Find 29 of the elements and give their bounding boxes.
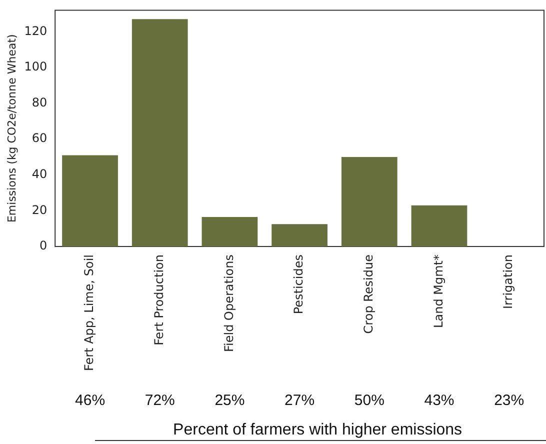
x-tick-label: Pesticides xyxy=(292,254,306,314)
bar xyxy=(411,205,468,246)
x-tick-label: Field Operations xyxy=(222,254,236,352)
y-tick-label: 20 xyxy=(32,202,48,217)
y-tick-label: 120 xyxy=(24,24,48,38)
bar xyxy=(202,216,258,246)
text: 23% xyxy=(494,392,524,410)
x-axis-title: Percent of farmers with higher emissions xyxy=(173,421,462,438)
bar xyxy=(132,19,188,246)
x-tick-label: Irrigation xyxy=(501,254,516,309)
bar xyxy=(62,155,118,246)
y-tick-label: 80 xyxy=(32,95,48,110)
x-tick-label: Fert App, Lime, Soil xyxy=(82,254,96,372)
x-tick-label: Fert Production xyxy=(152,254,166,346)
y-tick-label: 0 xyxy=(39,238,48,253)
y-tick-label: 60 xyxy=(32,131,48,146)
bar xyxy=(272,224,328,246)
text: 50% xyxy=(354,392,384,410)
text: 46% xyxy=(75,392,106,410)
x-tick-label: Land Mgmt* xyxy=(431,254,446,328)
text: 72% xyxy=(144,392,175,410)
text: 43% xyxy=(424,392,454,410)
bar xyxy=(341,156,398,246)
y-axis-title: Emissions (kg CO2e/tonne Wheat) xyxy=(5,34,18,223)
x-tick-label: Crop Residue xyxy=(362,254,376,334)
text: 27% xyxy=(284,392,315,410)
y-tick-label: 100 xyxy=(24,60,48,74)
text: 25% xyxy=(214,392,245,410)
y-tick-label: 40 xyxy=(32,167,48,182)
